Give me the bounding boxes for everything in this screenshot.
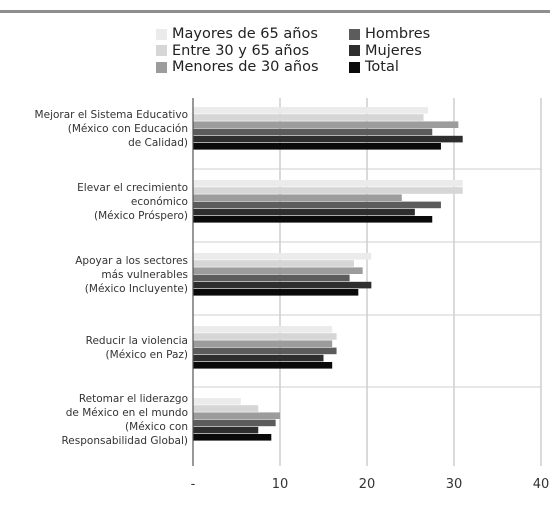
category-label-line: (México Incluyente) [84, 282, 188, 295]
bar [193, 187, 463, 194]
bar [193, 289, 359, 296]
category-label: Mejorar el Sistema Educativo (México con … [35, 108, 188, 150]
bar [193, 267, 363, 274]
legend-item-hombres: Hombres [349, 26, 430, 43]
bar [193, 121, 459, 128]
legend-swatch [156, 61, 167, 73]
legend-label: Mayores de 65 años [172, 26, 318, 42]
legend-label: Menores de 30 años [172, 59, 319, 75]
bar [193, 216, 433, 223]
top-rule [0, 10, 550, 13]
x-tick-label: - [191, 477, 196, 492]
x-tick-label: 30 [446, 477, 463, 492]
category-label-line: Mejorar el Sistema Educativo [34, 108, 188, 121]
legend-column-age: Mayores de 65 años Entre 30 y 65 años Me… [156, 26, 319, 76]
category-label-line: Responsabilidad Global) [61, 434, 188, 447]
legend-item-entre-30-65: Entre 30 y 65 años [156, 43, 319, 60]
legend-swatch [156, 45, 167, 57]
category-label-line: (México Próspero) [94, 209, 188, 222]
category-label-line: de Calidad) [128, 136, 188, 149]
category-label-line: más vulnerables [101, 268, 188, 281]
bar [193, 180, 463, 187]
bar [193, 107, 428, 114]
category-label: Apoyar a los sectores más vulnerables (Méx… [75, 254, 188, 296]
category-label-line: (México con [125, 420, 188, 433]
bar [193, 405, 259, 412]
bar [193, 253, 372, 260]
bar [193, 412, 280, 419]
category-label-line: (México con Educación [67, 122, 188, 135]
category-label-line: Elevar el crecimiento [77, 181, 188, 194]
bar [193, 143, 441, 150]
category-label-line: de México en el mundo [65, 406, 188, 419]
legend-label: Entre 30 y 65 años [172, 42, 310, 59]
category-label-line: Apoyar a los sectores [75, 254, 188, 267]
bar [193, 274, 350, 282]
category-label-line: Retomar el liderazgo [78, 392, 188, 405]
bar [193, 114, 424, 121]
category-label: Retomar el liderazgo de México en el mund… [61, 392, 188, 448]
bar [193, 326, 333, 333]
bar [193, 354, 324, 362]
bar [193, 260, 354, 267]
category-label: Elevar el crecimiento económico (México Pr… [77, 181, 188, 223]
category-label: Reducir la violencia (México en Paz) [86, 334, 188, 362]
bar [193, 194, 402, 201]
legend-label: Total [365, 59, 399, 75]
legend-item-menores-30: Menores de 30 años [156, 59, 319, 76]
bar [193, 347, 337, 355]
bar [193, 135, 463, 143]
legend-item-mujeres: Mujeres [349, 43, 430, 60]
bar [193, 398, 241, 405]
legend-swatch [349, 28, 360, 40]
category-label-line: (México en Paz) [105, 348, 188, 361]
bar [193, 333, 337, 340]
legend-label: Hombres [365, 26, 431, 42]
x-tick-label: 20 [359, 477, 376, 492]
bar [193, 434, 272, 441]
bar [193, 208, 415, 216]
legend-swatch [349, 61, 360, 73]
legend-column-gender: Hombres Mujeres Total [349, 26, 430, 76]
bar [193, 201, 441, 209]
legend-swatch [349, 45, 360, 57]
category-label-line: económico [130, 195, 188, 208]
legend-item-total: Total [349, 59, 430, 76]
x-tick-label: 40 [533, 477, 550, 492]
bar [193, 340, 333, 347]
category-label-line: Reducir la violencia [85, 334, 188, 347]
legend-swatch [156, 28, 167, 40]
bar [193, 281, 372, 289]
bar [193, 362, 333, 369]
legend-item-mayores-65: Mayores de 65 años [156, 26, 319, 43]
bar [193, 419, 276, 427]
x-tick-label: 10 [272, 477, 289, 492]
bar [193, 128, 433, 136]
legend-label: Mujeres [365, 42, 422, 59]
bar [193, 426, 259, 434]
